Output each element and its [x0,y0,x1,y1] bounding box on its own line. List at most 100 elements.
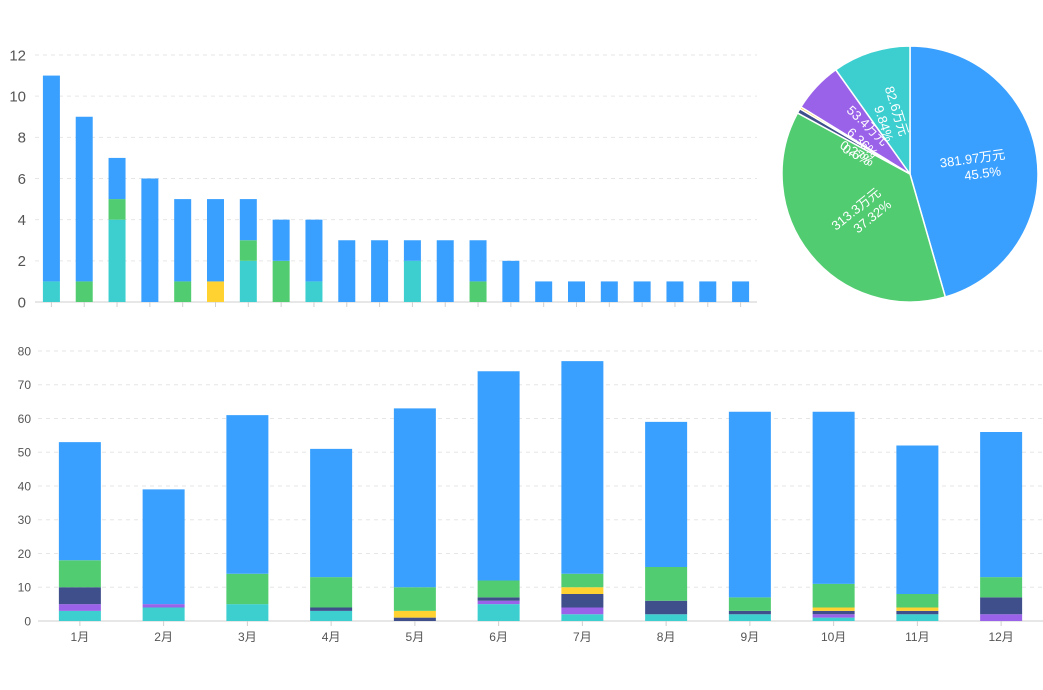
bar-segment-green[interactable] [980,577,1023,598]
bar-segment-purple[interactable] [980,614,1023,621]
bar-segment-blue[interactable] [58,442,101,561]
bar-segment-teal[interactable] [812,617,855,621]
bar-segment-teal[interactable] [645,614,688,621]
bar-segment-blue[interactable] [699,281,717,302]
bar-segment-navy[interactable] [980,597,1023,615]
bar-segment-teal[interactable] [239,260,257,302]
bar-segment-navy[interactable] [477,597,520,601]
x-tick-label: 3月 [238,630,257,644]
bar-segment-yellow[interactable] [561,587,604,594]
bar-segment-navy[interactable] [561,594,604,608]
bar-segment-blue[interactable] [75,116,93,282]
bar-segment-blue[interactable] [732,281,750,302]
bar-segment-blue[interactable] [728,411,771,598]
bar-segment-green[interactable] [226,573,269,605]
bar-segment-blue[interactable] [469,240,487,282]
bar-segment-blue[interactable] [633,281,651,302]
bar-segment-navy[interactable] [393,617,436,621]
bar-segment-green[interactable] [310,577,353,608]
bar-segment-teal[interactable] [310,610,353,621]
bar-segment-blue[interactable] [226,415,269,574]
bar-segment-blue[interactable] [477,371,520,581]
bar-segment-blue[interactable] [812,411,855,584]
bar-segment-green[interactable] [174,281,192,302]
bar-segment-teal[interactable] [305,281,323,302]
bar-segment-navy[interactable] [896,610,939,615]
bar-segment-yellow[interactable] [812,607,855,611]
bar-segment-teal[interactable] [42,281,60,302]
bar-segment-blue[interactable] [108,157,126,200]
bar-segment-yellow[interactable] [393,610,436,618]
bar-segment-teal[interactable] [896,614,939,621]
bar-segment-green[interactable] [645,567,688,601]
bar-segment-blue[interactable] [436,240,454,302]
bar-segment-teal[interactable] [142,607,185,622]
bar-segment-blue[interactable] [310,448,353,578]
bar-segment-teal[interactable] [108,219,126,302]
bar-segment-blue[interactable] [403,240,421,261]
bar-segment-blue[interactable] [502,260,520,302]
bar-segment-blue[interactable] [896,445,939,595]
x-tick-label: 9月 [741,630,760,644]
pie-chart: 381.97万元45.5%313.3万元37.32%5.0万元0.6%2.3万元… [781,45,1039,303]
pie-slice-green[interactable] [781,111,947,303]
bar-segment-navy[interactable] [310,607,353,611]
bar-segment-purple[interactable] [142,604,185,608]
bar-segment-teal[interactable] [728,614,771,621]
bar-segment-green[interactable] [393,587,436,611]
bar-segment-blue[interactable] [666,281,684,302]
bar-segment-green[interactable] [272,260,290,302]
bar-segment-blue[interactable] [142,489,185,605]
bar-segment-navy[interactable] [728,610,771,615]
bar-segment-blue[interactable] [568,281,585,302]
bar-segment-teal[interactable] [58,610,101,621]
x-tick-label: 2月 [154,630,173,644]
bar-segment-green[interactable] [239,240,257,261]
bar-segment-yellow[interactable] [207,281,224,302]
bar-segment-purple[interactable] [812,614,855,618]
bar-segment-green[interactable] [812,583,855,608]
bar-segment-blue[interactable] [645,421,688,567]
bar-segment-blue[interactable] [371,240,389,302]
x-tick-label: 5月 [406,630,425,644]
bar-segment-blue[interactable] [393,408,436,588]
bar-segment-yellow[interactable] [896,607,939,611]
bar-segment-teal[interactable] [226,604,269,621]
bar-segment-blue[interactable] [535,281,553,302]
bar-segment-blue[interactable] [980,432,1023,578]
bar-segment-blue[interactable] [239,199,257,241]
bar-segment-green[interactable] [108,199,126,220]
bar-segment-blue[interactable] [272,219,290,261]
bar-segment-purple[interactable] [561,607,604,615]
bar-segment-blue[interactable] [141,178,159,303]
bar-segment-teal[interactable] [477,604,520,621]
x-tick-label: 7月 [573,630,592,644]
bar-segment-blue[interactable] [305,219,323,282]
top-stacked-bar-chart: 0 2 4 6 8 10 12 [9,47,757,311]
bar-segment-purple[interactable] [58,604,101,611]
bar-segment-purple[interactable] [477,600,520,605]
bar-segment-green[interactable] [469,281,487,302]
bar-segment-teal[interactable] [403,260,421,302]
x-tick-label: 8月 [657,630,676,644]
bar-segment-green[interactable] [728,597,771,611]
pie-slice-blue[interactable] [909,45,1039,298]
pie-slice-teal[interactable] [834,45,911,177]
pie-label-percent: 45.5% [963,163,1002,183]
bar-segment-blue[interactable] [338,240,356,302]
bar-segment-blue[interactable] [42,75,60,282]
bar-segment-blue[interactable] [207,199,224,282]
bar-segment-blue[interactable] [600,281,618,302]
bar-segment-green[interactable] [896,594,939,608]
bar-segment-green[interactable] [561,573,604,588]
bar-segment-blue[interactable] [174,199,192,282]
bar-segment-green[interactable] [58,560,101,588]
bar-segment-green[interactable] [477,580,520,598]
bar-segment-green[interactable] [75,281,93,302]
bar-segment-blue[interactable] [561,361,604,574]
bar-segment-navy[interactable] [812,610,855,615]
bar-segment-teal[interactable] [561,614,604,621]
bar-segment-navy[interactable] [58,587,101,605]
y-tick-label: 4 [18,212,26,229]
bar-segment-navy[interactable] [645,600,688,615]
